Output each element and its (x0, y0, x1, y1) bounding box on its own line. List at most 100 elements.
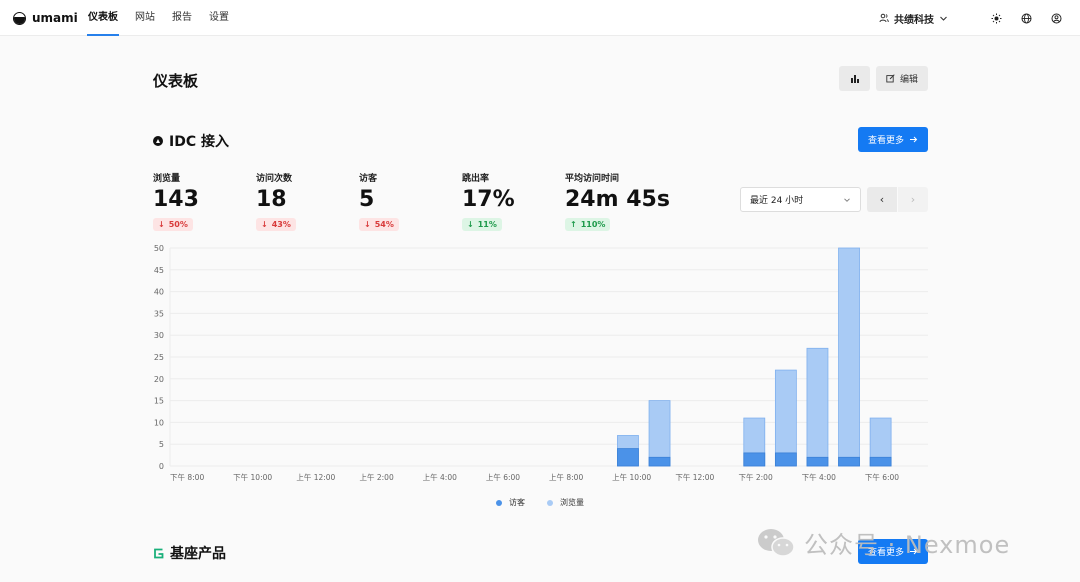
legend-swatch (547, 499, 553, 506)
date-pager: ‹ › (867, 187, 928, 212)
team-selector[interactable]: 共绩科技 (879, 11, 948, 26)
team-icon (879, 13, 889, 23)
metric-avg-visit-time: 平均访问时间 24m 45s ↑ 110% (565, 171, 670, 231)
metric-change-badge: ↓ 43% (256, 218, 296, 231)
watermark-text: 公众号 · Nexmoe (804, 531, 1011, 559)
x-tick-label: 下午 8:00 (170, 472, 204, 482)
view-more-label: 查看更多 (867, 548, 904, 558)
chevron-left-icon: ‹ (879, 193, 885, 206)
metric-label: 访客 (359, 174, 378, 184)
chevron-down-icon (940, 16, 947, 21)
website-favicon-icon (153, 136, 163, 146)
metric-change: 11% (477, 220, 497, 229)
chart-legend: 访客 浏览量 (0, 497, 1080, 508)
arrow-right-icon (910, 548, 918, 555)
page-title: 仪表板 (153, 72, 199, 90)
app-logo[interactable]: umami (13, 9, 78, 27)
metric-visitors: 访客 5 ↓ 54% (359, 171, 399, 231)
metric-bounce-rate: 跳出率 17% ↓ 11% (462, 171, 515, 231)
profile-icon (1051, 13, 1061, 23)
app-name: umami (32, 11, 78, 25)
metric-label: 平均访问时间 (565, 174, 620, 184)
y-tick-label: 45 (154, 266, 164, 275)
metric-change: 50% (168, 220, 188, 229)
x-tick-label: 下午 6:00 (865, 472, 899, 482)
legend-label: 浏览量 (560, 498, 584, 507)
x-tick-label: 上午 2:00 (360, 472, 394, 482)
bar-visitors (838, 456, 860, 467)
arrow-down-icon: ↓ (158, 220, 165, 229)
website-name-2: 基座产品 (170, 546, 226, 562)
edit-label: 编辑 (899, 75, 918, 85)
nav-item-settings[interactable]: 设置 (209, 12, 229, 23)
watermark: 公众号 · Nexmoe (756, 525, 1010, 560)
metric-value: 24m 45s (565, 187, 670, 212)
bar-visitors (743, 452, 766, 467)
view-more-button[interactable]: 查看更多 (858, 127, 928, 152)
nav-item-dashboard[interactable]: 仪表板 (87, 0, 119, 36)
x-tick-label: 下午 12:00 (675, 472, 714, 482)
x-tick-label: 上午 6:00 (486, 472, 520, 482)
y-tick-label: 15 (154, 397, 164, 406)
edit-button[interactable]: 编辑 (876, 66, 928, 91)
metric-label: 访问次数 (256, 174, 293, 184)
x-tick-label: 下午 2:00 (739, 472, 773, 482)
nav-item-reports[interactable]: 报告 (172, 12, 192, 23)
top-nav: umami 仪表板 网站 报告 设置 共绩科技 (0, 0, 1080, 36)
language-button[interactable] (1020, 12, 1032, 24)
metric-change: 110% (580, 220, 606, 229)
legend-item-visitors[interactable]: 访客 (496, 497, 525, 508)
arrow-down-icon: ↓ (261, 220, 268, 229)
y-tick-label: 50 (154, 244, 164, 253)
y-tick-label: 5 (159, 440, 164, 449)
x-tick-label: 下午 4:00 (802, 472, 836, 482)
metric-value: 143 (153, 187, 199, 212)
metric-change: 54% (374, 220, 394, 229)
metric-label: 浏览量 (153, 174, 181, 184)
y-tick-label: 20 (154, 375, 164, 384)
previous-range-button[interactable]: ‹ (867, 187, 897, 212)
y-tick-label: 0 (159, 462, 164, 471)
chevron-down-icon (844, 197, 850, 202)
date-range-select[interactable]: 最近 24 小时 (740, 187, 861, 212)
edit-icon (886, 74, 895, 83)
metric-value: 5 (359, 187, 375, 212)
metric-value: 17% (462, 187, 515, 212)
legend-swatch (496, 499, 502, 506)
arrow-down-icon: ↓ (364, 220, 371, 229)
header-tools: 共绩科技 (879, 0, 1062, 36)
metric-label: 跳出率 (462, 174, 490, 184)
arrow-right-icon (910, 136, 918, 143)
arrow-up-icon: ↑ (570, 220, 577, 229)
product-logo-icon (154, 548, 164, 558)
bar-visitors (648, 456, 671, 467)
metric-change: 43% (271, 220, 291, 229)
profile-button[interactable] (1050, 12, 1062, 24)
bar-pageviews (838, 247, 860, 467)
website-title-2[interactable]: 基座产品 (153, 543, 226, 563)
team-name: 共绩科技 (894, 14, 934, 26)
website-name: IDC 接入 (169, 134, 229, 150)
legend-item-pageviews[interactable]: 浏览量 (547, 497, 584, 508)
bar-chart-icon (850, 74, 859, 83)
x-tick-label: 上午 4:00 (423, 472, 457, 482)
bar-pageviews (648, 400, 671, 467)
y-tick-label: 35 (154, 309, 164, 318)
x-tick-label: 上午 12:00 (296, 472, 335, 482)
chart-view-button[interactable] (839, 66, 870, 91)
metric-change-badge: ↓ 54% (359, 218, 399, 231)
arrow-down-icon: ↓ (467, 220, 474, 229)
y-tick-label: 30 (154, 331, 164, 340)
view-more-button-2[interactable]: 查看更多 (858, 539, 928, 564)
nav-item-websites[interactable]: 网站 (135, 12, 155, 23)
next-range-button[interactable]: › (898, 187, 928, 212)
website-title[interactable]: IDC 接入 (153, 131, 229, 151)
bar-visitors (869, 456, 892, 467)
bar-visitors (806, 456, 829, 467)
bar-pageviews (806, 347, 829, 467)
metric-value: 18 (256, 187, 287, 212)
main-nav: 仪表板 网站 报告 设置 (87, 0, 246, 36)
legend-label: 访客 (509, 498, 525, 507)
theme-toggle-button[interactable] (990, 12, 1002, 24)
bar-visitors (774, 452, 797, 467)
